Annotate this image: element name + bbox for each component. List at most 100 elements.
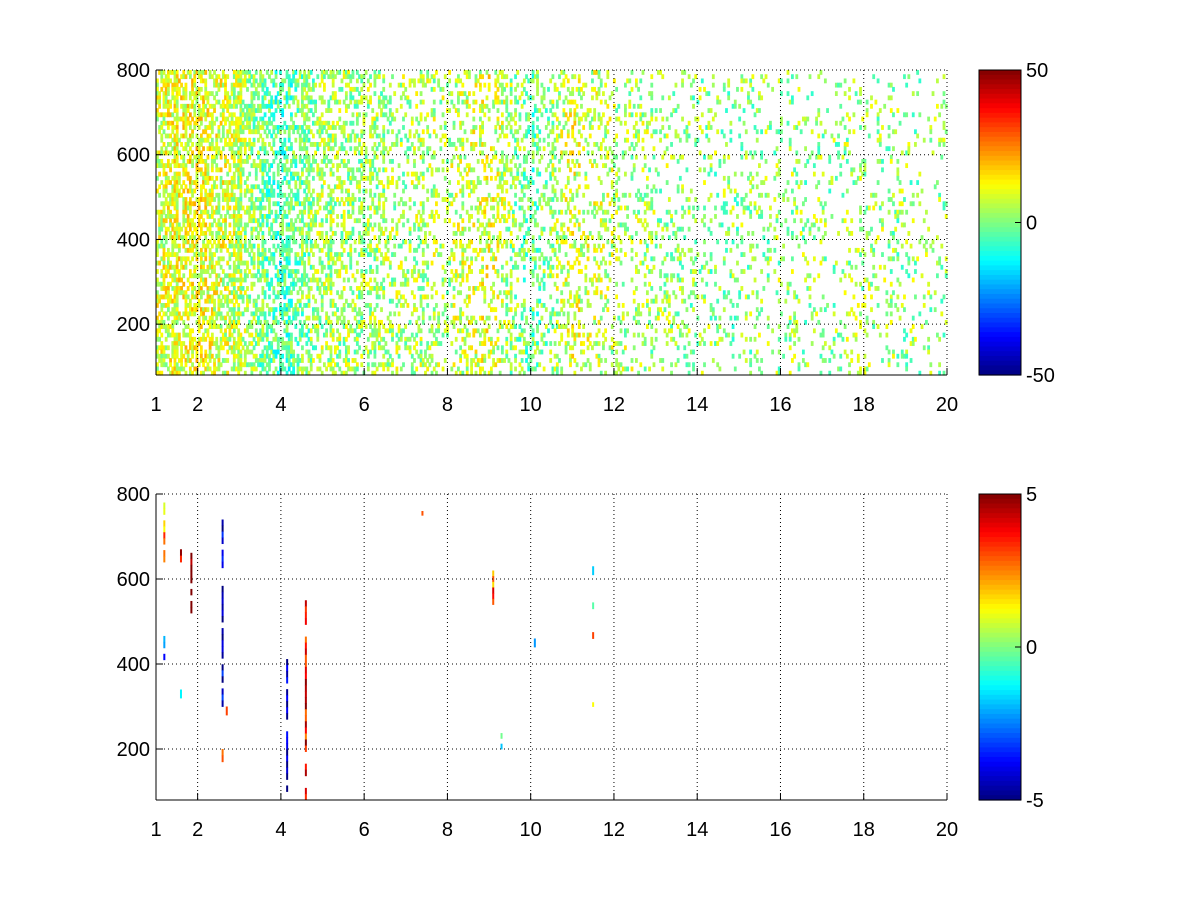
heatmap-cell [182, 264, 186, 270]
heatmap-cell [435, 362, 438, 368]
heatmap-cell [301, 103, 304, 109]
heatmap-cell [353, 197, 357, 202]
heatmap-cell [169, 142, 172, 147]
heatmap-cell [230, 120, 234, 126]
heatmap-cell [366, 78, 370, 84]
heatmap-cell [380, 319, 383, 325]
heatmap-cell [156, 328, 159, 334]
heatmap-cell [239, 235, 243, 241]
heatmap-cell [239, 222, 243, 228]
heatmap-cell [498, 218, 502, 224]
heatmap-cell [166, 286, 170, 291]
heatmap-cell [202, 146, 205, 152]
heatmap-cell [301, 86, 304, 92]
heatmap-cell [511, 319, 515, 325]
heatmap-cell [413, 277, 416, 283]
heatmap-cell [522, 341, 526, 346]
heatmap-cell [349, 366, 353, 372]
heatmap-cell [325, 345, 328, 351]
heatmap-cell [219, 336, 223, 342]
heatmap-cell [316, 129, 320, 135]
heatmap-cell [243, 209, 247, 215]
heatmap-cell [252, 298, 256, 304]
heatmap-cell [274, 108, 278, 113]
heatmap-cell [333, 184, 337, 190]
heatmap-cell [375, 209, 379, 215]
heatmap-cell [349, 86, 353, 92]
heatmap-cell [283, 307, 287, 313]
heatmap-cell [468, 239, 471, 245]
heatmap-cell [237, 286, 241, 291]
heatmap-cell [162, 91, 166, 97]
heatmap-cell [465, 112, 469, 118]
heatmap-cell [395, 370, 399, 376]
heatmap-cell [500, 184, 504, 190]
heatmap-cell [496, 239, 500, 245]
heatmap-cell [276, 201, 280, 207]
heatmap-cell [263, 273, 267, 279]
heatmap-cell [397, 298, 401, 304]
heatmap-cell [177, 150, 181, 156]
heatmap-cell [219, 341, 223, 346]
heatmap-cell [432, 235, 436, 241]
heatmap-cell [217, 358, 221, 363]
heatmap-cell [305, 95, 309, 101]
heatmap-cell [408, 230, 412, 236]
heatmap-cell [408, 243, 412, 249]
heatmap-cell [366, 86, 370, 92]
heatmap-cell [287, 239, 291, 245]
heatmap-cell [349, 99, 353, 105]
heatmap-cell [430, 260, 434, 266]
heatmap-cell [461, 142, 465, 147]
heatmap-cell [276, 290, 280, 296]
heatmap-cell [342, 201, 346, 207]
heatmap-cell [384, 243, 388, 249]
heatmap-cell [391, 277, 394, 283]
heatmap-cell [509, 336, 513, 342]
heatmap-cell [496, 137, 500, 143]
heatmap-cell [421, 201, 425, 207]
heatmap-cell [397, 290, 401, 296]
heatmap-cell [239, 311, 243, 317]
heatmap-cell [450, 158, 454, 164]
heatmap-cell [303, 95, 307, 101]
heatmap-cell [239, 341, 243, 346]
heatmap-cell [509, 366, 513, 372]
heatmap-cell [232, 184, 236, 190]
heatmap-cell [290, 336, 293, 342]
heatmap-cell [228, 205, 232, 211]
heatmap-cell [309, 108, 313, 113]
heatmap-cell [180, 286, 183, 291]
heatmap-cell [257, 205, 260, 211]
heatmap-cell [366, 336, 370, 342]
heatmap-cell [166, 133, 170, 139]
heatmap-cell [177, 91, 181, 97]
heatmap-cell [184, 163, 188, 169]
heatmap-cell [489, 336, 493, 342]
heatmap-cell [290, 226, 293, 232]
heatmap-cell [382, 345, 386, 351]
heatmap-cell [175, 163, 179, 169]
heatmap-cell [217, 239, 221, 245]
heatmap-cell [428, 78, 432, 84]
heatmap-cell [305, 112, 309, 118]
heatmap-cell [373, 82, 377, 88]
heatmap-cell [494, 150, 498, 156]
heatmap-cell [419, 336, 423, 342]
heatmap-cell [175, 336, 179, 342]
heatmap-cell [184, 324, 188, 330]
heatmap-cell [417, 286, 421, 291]
heatmap-cell [465, 353, 469, 359]
heatmap-cell [177, 171, 181, 177]
heatmap-cell [173, 315, 177, 321]
heatmap-cell [351, 120, 355, 126]
heatmap-cell [305, 235, 309, 241]
heatmap-cell [228, 125, 232, 130]
heatmap-cell [410, 273, 414, 279]
heatmap-cell [358, 205, 361, 211]
heatmap-cell [314, 142, 317, 147]
heatmap-cell [173, 336, 177, 342]
heatmap-cell [364, 230, 368, 236]
heatmap-cell [177, 222, 181, 228]
heatmap-cell [494, 341, 498, 346]
